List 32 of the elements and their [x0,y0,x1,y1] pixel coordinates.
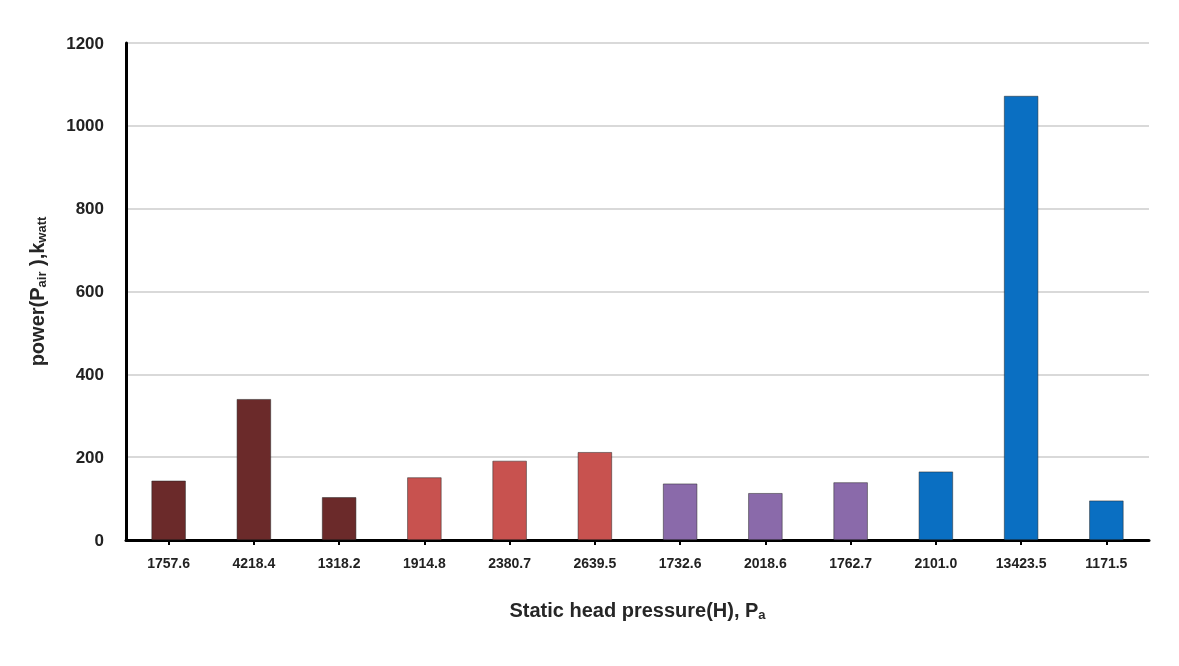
y-tick-label: 1200 [66,33,104,53]
x-tick-label: 1732.6 [658,555,702,571]
bar [1089,500,1124,540]
y-axis-title: power(Pair ),kwatt [25,215,49,367]
bar [322,497,357,540]
bar [236,399,271,540]
x-tick-label: 2101.0 [914,555,958,571]
bar [918,471,953,540]
x-tick-label: 2018.6 [743,555,787,571]
y-tick-label: 800 [75,199,104,219]
x-tick-label: 13423.5 [995,555,1047,571]
y-tick-label: 200 [75,447,104,467]
bar [492,460,527,540]
y-tick-label: 600 [75,282,104,301]
x-tick-label: 1171.5 [1085,555,1128,571]
x-tick-label: 1914.8 [402,555,446,571]
y-tick-label: 400 [75,364,104,384]
x-tick-label: 2639.5 [573,555,617,571]
y-tick-label: 1000 [66,116,104,136]
x-tick-label: 2380.7 [488,555,532,571]
bar [151,480,186,540]
bar [833,482,868,540]
y-tick-label: 0 [94,530,104,550]
bar [748,493,783,540]
bar [407,477,442,540]
bar [1004,96,1039,540]
bar [663,483,698,540]
bar [577,452,612,540]
x-tick-label: 4218.4 [232,555,276,571]
x-tick-label: 1318.2 [317,555,361,571]
x-tick-label: 1762.7 [829,555,873,571]
x-tick-label: 1757.6 [147,555,191,571]
